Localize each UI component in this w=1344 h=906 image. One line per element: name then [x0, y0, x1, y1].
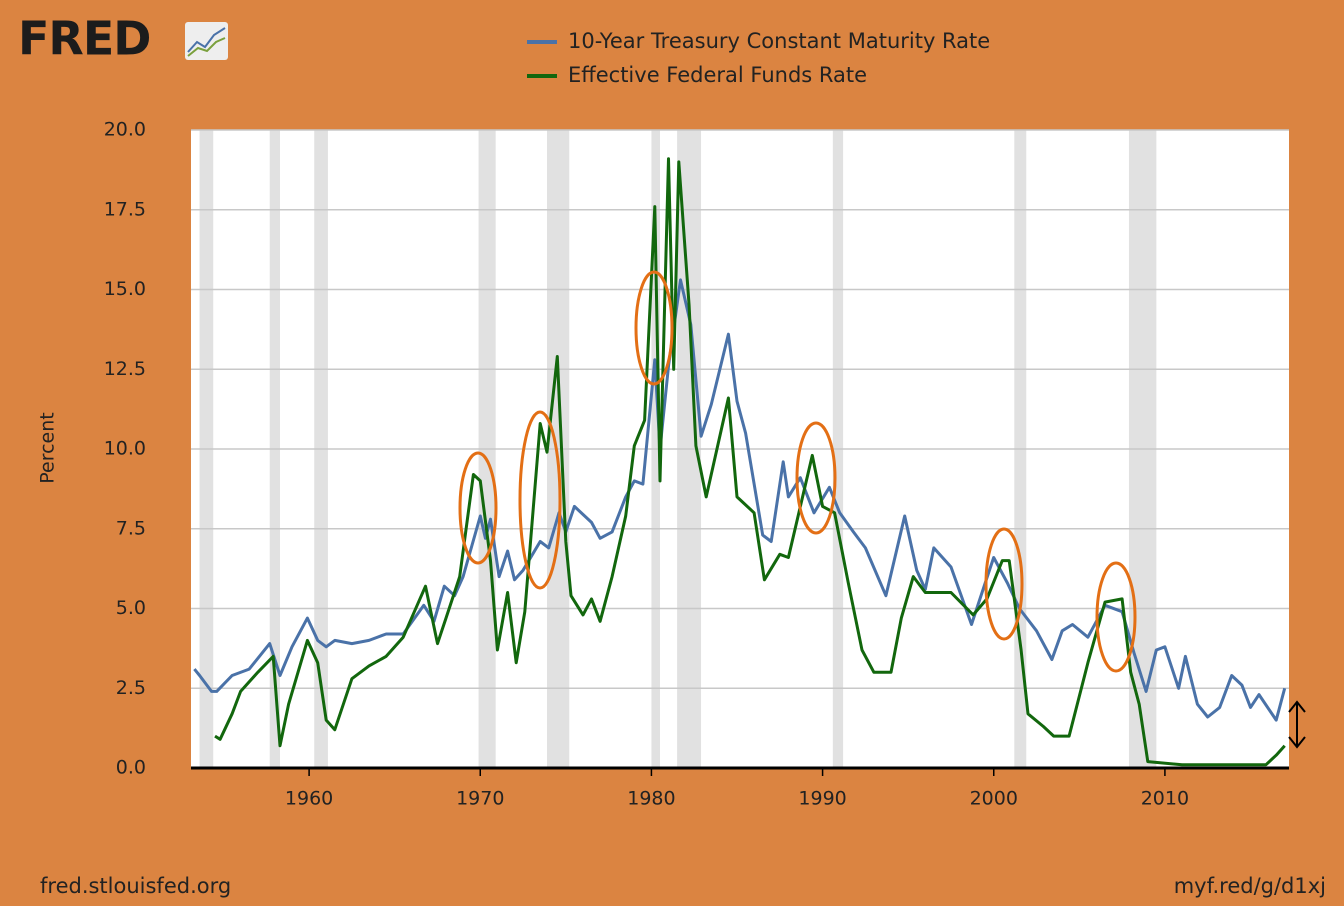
y-tick-label: 2.5 [116, 677, 146, 699]
series-line [193, 278, 1287, 722]
y-tick-label: 20.0 [104, 119, 146, 141]
x-tick-label: 1990 [798, 788, 846, 810]
lines [193, 157, 1287, 767]
annotations [458, 270, 1137, 673]
legend-label: Effective Federal Funds Rate [568, 63, 867, 87]
y-tick-label: 5.0 [116, 597, 146, 619]
y-axis-label: Percent [37, 412, 59, 484]
y-tick-label: 10.0 [104, 438, 146, 460]
x-tick-label: 1960 [285, 788, 333, 810]
source: fred.stlouisfed.org [40, 874, 231, 898]
arrow-head [1288, 736, 1306, 749]
highlight-ellipse [458, 451, 498, 565]
x-tick-label: 2010 [1141, 788, 1189, 810]
arrow-head [1288, 700, 1306, 713]
logo-icon [185, 22, 228, 60]
x-tick-label: 1970 [456, 788, 504, 810]
series-line [214, 157, 1286, 767]
legend-label: 10-Year Treasury Constant Maturity Rate [568, 29, 990, 53]
double-arrow [1288, 700, 1306, 749]
highlight-ellipse [795, 421, 837, 535]
highlight-ellipse [634, 270, 674, 386]
highlight-ellipse [984, 527, 1024, 641]
y-tick-label: 15.0 [104, 278, 146, 300]
short-link: myf.red/g/d1xj [1174, 874, 1326, 898]
logo-icon-line [187, 27, 226, 53]
logo-icon-line [187, 37, 226, 57]
highlight-ellipse [1095, 561, 1137, 673]
highlight-ellipse [518, 410, 562, 590]
x-tick-label: 2000 [970, 788, 1018, 810]
y-tick-label: 0.0 [116, 757, 146, 779]
logo: FRED [18, 12, 150, 66]
y-tick-label: 12.5 [104, 358, 146, 380]
y-tick-label: 17.5 [104, 198, 146, 220]
x-tick-label: 1980 [627, 788, 675, 810]
y-tick-label: 7.5 [116, 517, 146, 539]
